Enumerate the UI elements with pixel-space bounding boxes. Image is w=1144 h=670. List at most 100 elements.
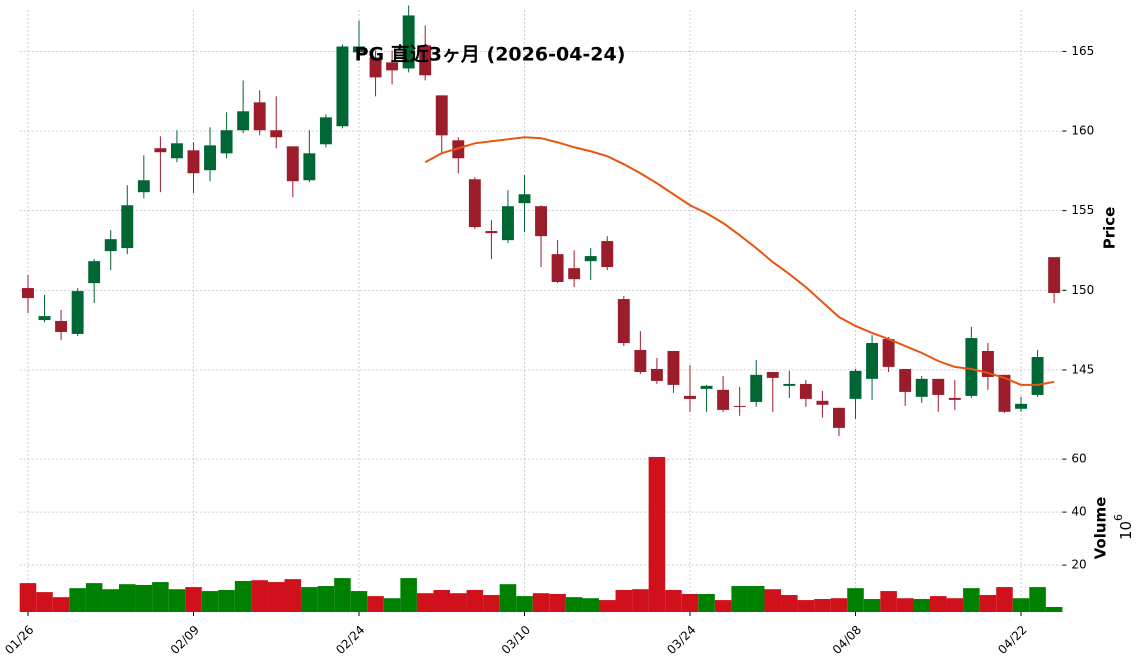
y-tick-label: 155: [1071, 203, 1094, 217]
y-tick-label: 40: [1071, 505, 1086, 519]
volume-bar: [234, 580, 252, 612]
candle-body: [667, 350, 680, 385]
volume-bar: [367, 596, 384, 612]
volume-bar: [466, 590, 484, 612]
volume-bar: [168, 589, 186, 612]
volume-bar: [383, 598, 401, 612]
volume-bar: [929, 596, 947, 612]
candle-body: [170, 143, 183, 159]
volume-bar: [36, 592, 53, 612]
y-tick-label: 20: [1071, 558, 1086, 572]
candle-body: [551, 254, 564, 283]
x-tick-label: 04/08: [830, 623, 864, 657]
volume-bar: [979, 595, 997, 612]
candle-body: [220, 130, 233, 154]
volume-bar: [731, 586, 748, 612]
volume-bar: [334, 578, 351, 612]
volume-bar: [284, 579, 302, 612]
volume-bar: [714, 600, 732, 612]
volume-bar: [963, 588, 980, 612]
candle-body: [501, 206, 514, 241]
candle-body: [568, 268, 581, 280]
volume-bar: [665, 590, 682, 612]
volume-bar: [648, 456, 666, 612]
volume-bar: [301, 587, 318, 612]
candle-body: [799, 383, 812, 399]
candle-body: [435, 95, 448, 136]
candle-body: [584, 256, 597, 262]
candle-body: [88, 261, 101, 284]
volume-bar: [615, 590, 633, 612]
y-tick-label: 150: [1071, 283, 1094, 297]
candle-body: [38, 316, 51, 321]
volume-bar: [152, 582, 169, 612]
candle-body: [154, 148, 167, 153]
candle-body: [386, 62, 399, 71]
candle-body: [882, 339, 895, 367]
candle-body: [634, 350, 647, 372]
volume-bar: [102, 589, 120, 612]
y-tick-label: 165: [1071, 44, 1094, 58]
volume-bar: [1029, 587, 1046, 612]
candle-body: [617, 299, 630, 344]
candle-body: [237, 111, 250, 131]
volume-bar: [69, 588, 86, 612]
candle-body: [650, 368, 663, 381]
volume-bar: [19, 583, 37, 612]
volume-bar: [814, 599, 831, 612]
volume-bar: [416, 593, 434, 612]
candle-body: [518, 194, 531, 204]
volume-offset: 106: [1112, 514, 1135, 540]
chart-title: PG 直近3ヶ月 (2026-04-24): [355, 43, 626, 66]
x-tick-label: 01/26: [2, 623, 36, 657]
volume-bar: [1012, 598, 1030, 612]
volume-bar: [516, 596, 533, 612]
volume-bar: [185, 587, 202, 612]
candle-body: [303, 153, 316, 181]
candle-body: [750, 374, 763, 402]
candle-body: [601, 241, 614, 268]
volume-bar: [201, 591, 219, 612]
candle-body: [833, 407, 845, 428]
x-tick-label: 02/24: [333, 623, 367, 657]
candle-body: [468, 179, 481, 228]
candle-body: [71, 291, 84, 334]
candle-body: [104, 239, 117, 252]
volume-bar: [598, 600, 616, 612]
candle-body: [353, 46, 365, 53]
candle-body: [535, 206, 548, 237]
candle-body: [204, 145, 216, 171]
candle-body: [899, 368, 912, 392]
volume-bar: [698, 593, 715, 612]
volume-bar: [317, 586, 335, 612]
volume-bar: [996, 587, 1013, 612]
volume-bar: [400, 578, 417, 612]
candle-body: [22, 288, 34, 299]
candle-body: [932, 378, 945, 395]
y-tick-label: 160: [1071, 124, 1094, 138]
volume-bar: [119, 584, 136, 612]
volume-axis-label: Volume: [1092, 497, 1110, 560]
x-tick-label: 03/24: [664, 623, 698, 657]
candle-body: [1031, 357, 1044, 395]
volume-bar: [85, 583, 103, 612]
x-tick-label: 02/09: [168, 623, 202, 657]
y-axis-label: Price: [1101, 207, 1119, 250]
candle-body: [733, 405, 746, 407]
volume-bar: [880, 591, 897, 612]
candle-body: [253, 102, 266, 131]
volume-bar: [781, 595, 798, 612]
candle-body: [766, 371, 779, 378]
candle-body: [948, 397, 961, 400]
candle-body: [1048, 257, 1061, 294]
volume-bar: [218, 590, 235, 612]
volume-bar: [632, 589, 649, 612]
candle-body: [319, 117, 332, 145]
candle-body: [286, 146, 299, 182]
x-tick-label: 03/10: [499, 623, 533, 657]
candle-body: [336, 46, 349, 127]
moving-average: [424, 136, 1055, 386]
candle-body: [187, 150, 200, 174]
volume-bar: [450, 593, 467, 612]
